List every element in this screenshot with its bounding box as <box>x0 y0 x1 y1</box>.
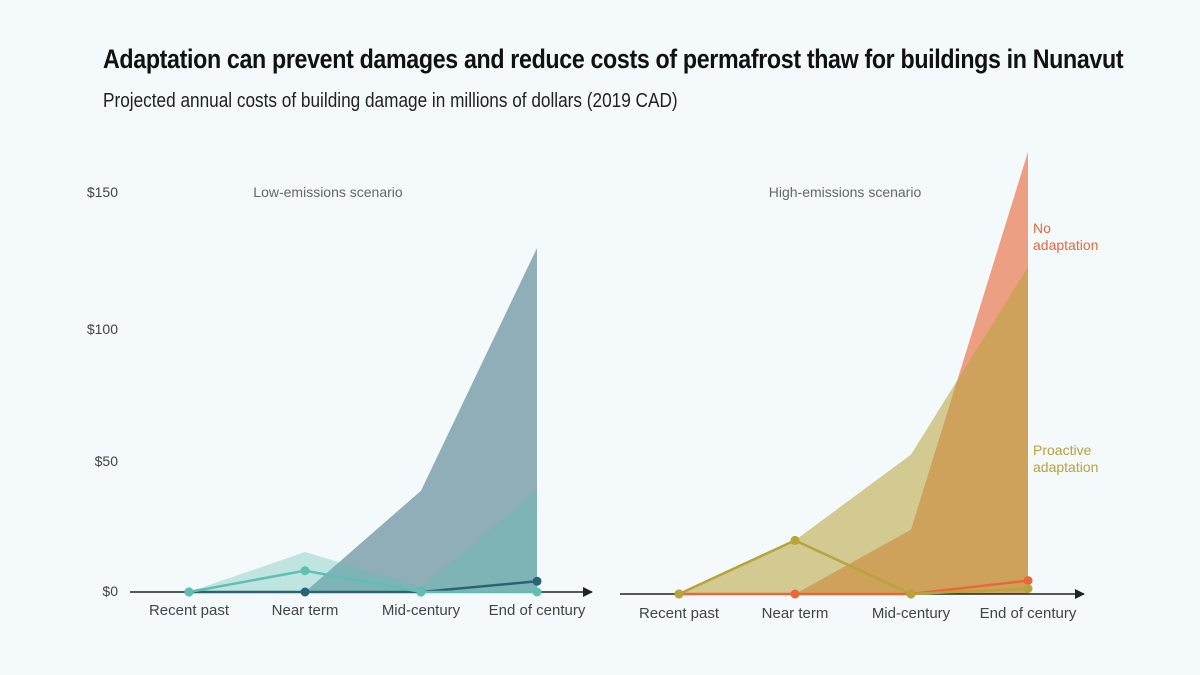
data-point <box>184 587 194 597</box>
y-tick-label: $150 <box>87 184 118 200</box>
data-point <box>1023 584 1033 594</box>
series-line-1 <box>188 569 537 594</box>
data-point <box>790 589 800 599</box>
data-point <box>674 589 684 599</box>
series-line-0 <box>679 579 1029 596</box>
x-tick-label: Recent past <box>149 602 230 619</box>
y-tick-label: $100 <box>87 321 118 337</box>
series-label-proactive-adaptation: Proactive adaptation <box>1033 442 1098 475</box>
data-point <box>416 587 426 597</box>
data-point <box>300 566 310 576</box>
data-point <box>532 576 542 586</box>
data-point <box>300 587 310 597</box>
data-point <box>532 587 542 597</box>
series-label-line: No <box>1033 220 1051 236</box>
x-tick-label: Near term <box>762 605 829 622</box>
series-label-line: adaptation <box>1033 237 1098 253</box>
x-tick-label: Mid-century <box>872 605 951 622</box>
series-label-line: adaptation <box>1033 459 1098 475</box>
panel-title-high-emissions: High-emissions scenario <box>769 184 922 200</box>
range-band-1 <box>189 490 537 592</box>
data-point <box>906 589 916 599</box>
page-title: Adaptation can prevent damages and reduc… <box>103 44 1124 74</box>
series-line-0 <box>189 580 538 594</box>
y-tick-label: $50 <box>95 453 119 469</box>
x-tick-label: Recent past <box>639 605 720 622</box>
page-subtitle: Projected annual costs of building damag… <box>103 90 678 112</box>
high-emissions-panel: High-emissions scenario Recent past Near… <box>620 151 1098 622</box>
panel-title-low-emissions: Low-emissions scenario <box>253 184 403 200</box>
x-tick-label: End of century <box>980 605 1077 622</box>
range-band-1 <box>679 267 1028 594</box>
series-label-no-adaptation: No adaptation <box>1033 220 1098 253</box>
data-point <box>790 535 800 545</box>
x-tick-label: End of century <box>489 602 586 619</box>
series-label-line: Proactive <box>1033 442 1092 458</box>
y-tick-label: $0 <box>102 583 118 599</box>
y-axis: $150 $100 $50 $0 <box>87 184 118 599</box>
data-point <box>1023 576 1033 586</box>
series-line-1 <box>678 539 1029 596</box>
x-tick-label: Mid-century <box>382 602 461 619</box>
range-band-0 <box>189 248 537 592</box>
x-tick-label: Near term <box>272 602 339 619</box>
low-emissions-panel: Low-emissions scenario Recent past Near … <box>130 184 593 619</box>
